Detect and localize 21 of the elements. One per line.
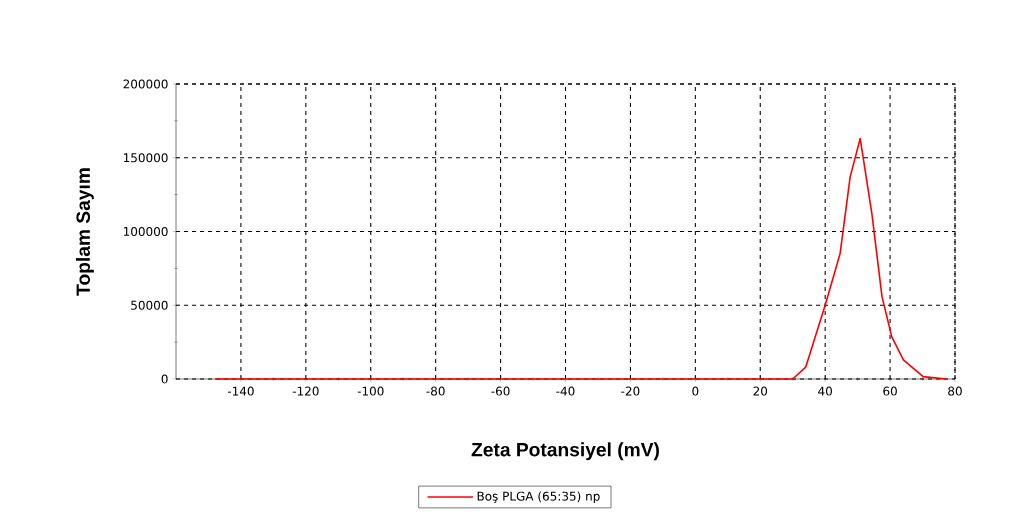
line-series	[214, 137, 948, 380]
x-tick-label: -100	[357, 386, 384, 396]
x-tick-label: 20	[753, 386, 768, 396]
y-tick-label: 50000	[131, 300, 168, 310]
x-tick-label: -40	[556, 386, 575, 396]
legend-label: Boş PLGA (65:35) np	[477, 491, 600, 504]
x-tick-label: 80	[948, 386, 962, 396]
y-tick-label: 0	[161, 374, 168, 384]
x-tick-label: -120	[292, 386, 319, 396]
x-tick-label: -60	[491, 386, 510, 396]
x-tick-label: -140	[227, 386, 254, 396]
x-tick-label: 60	[883, 386, 897, 396]
y-axis-title: Toplam Sayım	[75, 168, 94, 296]
y-tick-label: 100000	[123, 226, 168, 237]
x-tick-label: -20	[621, 386, 640, 396]
y-tick-label: 200000	[123, 79, 168, 89]
x-axis-title: Zeta Potansiyel (mV)	[471, 442, 659, 461]
x-tick-label: -80	[426, 386, 445, 396]
x-tick-label: 40	[818, 386, 832, 396]
y-tick-label: 150000	[123, 153, 168, 163]
x-tick-label: 0	[692, 386, 699, 396]
